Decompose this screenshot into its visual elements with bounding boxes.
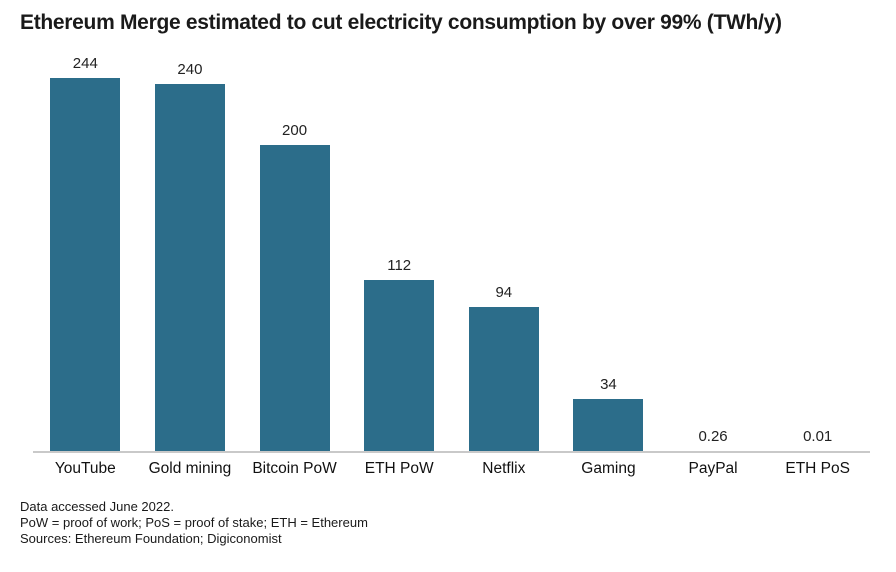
value-label-youtube: 244: [72, 55, 98, 72]
bar-group-paypal: 0.26: [661, 50, 766, 451]
bar-group-eth-pos: 0.01: [765, 50, 870, 451]
value-label-bitcoin-pow: 200: [282, 122, 308, 140]
x-label-paypal: PayPal: [688, 460, 738, 477]
value-label-gold-mining: 240: [177, 61, 203, 79]
x-axis-line: [33, 451, 870, 453]
x-label-netflix: Netflix: [482, 460, 526, 477]
x-axis-labels-row: YouTube Gold mining Bitcoin PoW ETH PoW Netf…: [33, 460, 870, 478]
bar-gold-mining: [154, 84, 225, 451]
bar-group-gaming: 34: [556, 50, 661, 451]
x-label-bitcoin-pow: Bitcoin PoW: [252, 460, 337, 477]
x-label-eth-pow: ETH PoW: [364, 460, 434, 477]
bar-group-gold-mining: 240: [138, 50, 243, 451]
bar-eth-pow: [364, 279, 435, 451]
bar-youtube: [50, 78, 121, 451]
bar-gaming: [573, 399, 644, 451]
x-label-eth-pos: ETH PoS: [785, 460, 850, 477]
bar-group-eth-pow: 112: [347, 50, 452, 451]
value-label-paypal: 0.26: [698, 427, 728, 445]
footnote-sources: Sources: Ethereum Foundation; Digiconomi…: [20, 531, 282, 546]
value-label-gaming: 34: [600, 376, 617, 394]
value-label-eth-pow: 112: [387, 256, 412, 274]
plot-area: 244 240 200 112 94 34 0.26 0.01: [33, 50, 870, 451]
footnote-data-accessed: Data accessed June 2022.: [20, 499, 174, 514]
value-label-netflix: 94: [495, 284, 513, 302]
bar-netflix: [468, 307, 539, 451]
x-label-gaming: Gaming: [581, 460, 636, 477]
footnote-abbreviations: PoW = proof of work; PoS = proof of stak…: [20, 515, 368, 530]
bar-group-netflix: 94: [452, 50, 557, 451]
value-label-eth-pos: 0.01: [803, 428, 833, 445]
bar-bitcoin-pow: [259, 145, 330, 451]
chart-title: Ethereum Merge estimated to cut electric…: [20, 11, 782, 34]
bar-group-youtube: 244: [33, 50, 138, 451]
x-label-gold-mining: Gold mining: [148, 460, 232, 477]
bar-group-bitcoin-pow: 200: [242, 50, 347, 451]
chart-footnotes: Data accessed June 2022. PoW = proof of …: [20, 499, 368, 547]
x-label-youtube: YouTube: [54, 460, 116, 477]
